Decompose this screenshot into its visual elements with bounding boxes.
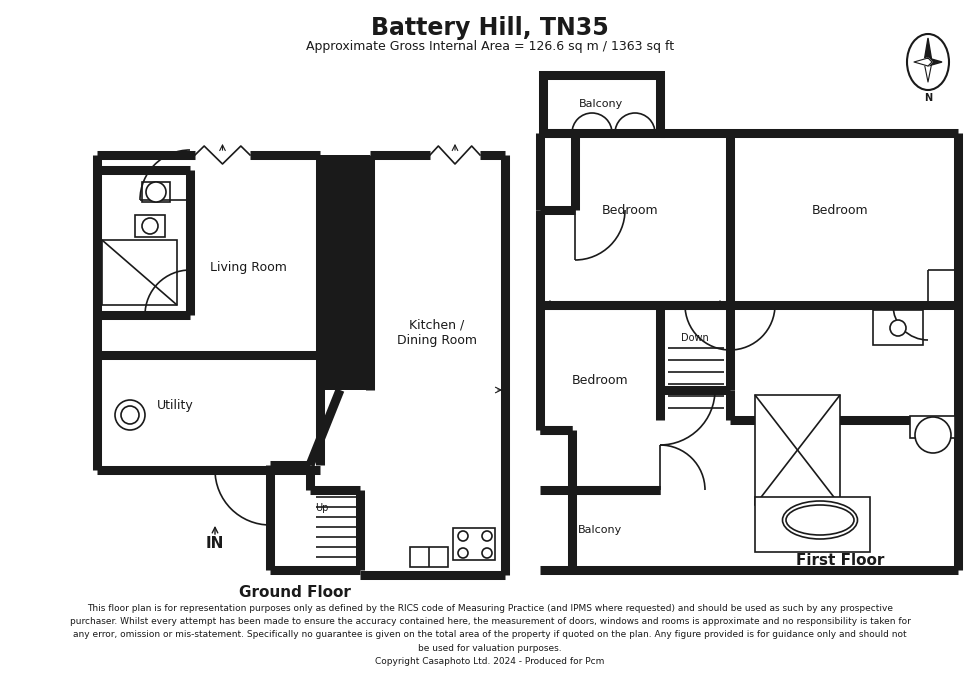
Bar — [135, 215, 165, 237]
Ellipse shape — [786, 505, 854, 535]
Text: Bedroom: Bedroom — [811, 203, 868, 217]
Polygon shape — [914, 58, 932, 66]
Bar — [910, 416, 955, 438]
Bar — [873, 310, 923, 345]
Text: IN: IN — [206, 536, 224, 551]
Ellipse shape — [782, 501, 858, 539]
Circle shape — [458, 531, 468, 541]
Polygon shape — [924, 58, 932, 82]
Bar — [755, 395, 840, 505]
Text: Ground Floor: Ground Floor — [239, 585, 351, 600]
Text: Living Room: Living Room — [210, 262, 286, 275]
Circle shape — [890, 320, 906, 336]
Circle shape — [458, 548, 468, 558]
Bar — [142, 182, 170, 202]
Text: Utility: Utility — [157, 399, 193, 412]
Circle shape — [915, 417, 951, 453]
Text: This floor plan is for representation purposes only as defined by the RICS code : This floor plan is for representation pu… — [70, 604, 910, 666]
Bar — [453, 528, 495, 560]
Circle shape — [146, 182, 166, 202]
Text: Up: Up — [316, 503, 328, 513]
Text: Balcony: Balcony — [579, 99, 623, 109]
Bar — [320, 155, 370, 390]
Bar — [543, 75, 660, 133]
Text: Bedroom: Bedroom — [602, 203, 659, 217]
Text: Down: Down — [681, 333, 709, 343]
Circle shape — [121, 406, 139, 424]
Bar — [142, 182, 170, 202]
Text: N: N — [924, 93, 932, 103]
Text: Kitchen /
Dining Room: Kitchen / Dining Room — [397, 319, 477, 347]
Text: Approximate Gross Internal Area = 126.6 sq m / 1363 sq ft: Approximate Gross Internal Area = 126.6 … — [306, 40, 674, 53]
Text: Bedroom: Bedroom — [571, 374, 628, 387]
Polygon shape — [924, 58, 942, 66]
Text: Battery Hill, TN35: Battery Hill, TN35 — [371, 16, 609, 40]
Text: Balcony: Balcony — [578, 525, 622, 535]
Ellipse shape — [907, 34, 949, 90]
Circle shape — [482, 531, 492, 541]
Circle shape — [482, 548, 492, 558]
Circle shape — [115, 400, 145, 430]
Bar — [755, 497, 870, 552]
Bar — [102, 240, 177, 305]
Text: First Floor: First Floor — [796, 553, 884, 568]
Bar — [410, 547, 448, 567]
Polygon shape — [924, 38, 932, 66]
Circle shape — [142, 218, 158, 234]
